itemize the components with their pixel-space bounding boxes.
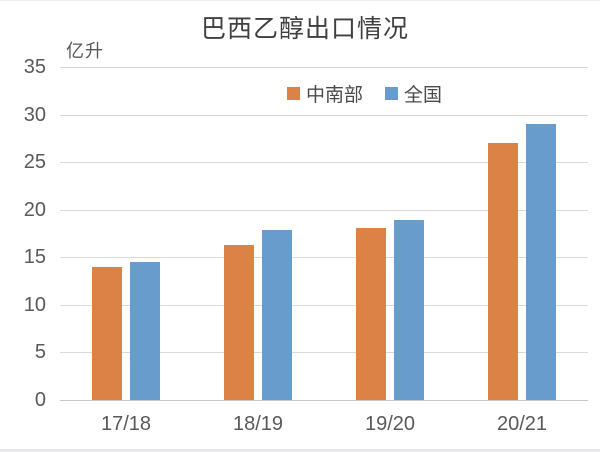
y-axis-tick-label: 25 xyxy=(23,151,46,174)
x-axis-tick-label: 20/21 xyxy=(496,413,548,435)
gridline xyxy=(60,352,588,354)
bar-central-south-18-19 xyxy=(224,244,254,400)
bar-central-south-19-20 xyxy=(356,227,386,400)
bar-national-17-18 xyxy=(130,262,160,400)
x-axis-line xyxy=(60,400,588,401)
bar-national-18-19 xyxy=(262,229,292,400)
legend-item-central-south: 中南部 xyxy=(287,80,363,107)
y-axis-tick-label: 20 xyxy=(23,198,46,221)
gridline xyxy=(60,304,588,306)
legend-item-national: 全国 xyxy=(385,80,442,107)
legend-swatch-central-south xyxy=(287,87,300,100)
x-axis-tick-label: 19/20 xyxy=(364,413,416,435)
legend-label-national: 全国 xyxy=(404,85,443,106)
x-axis-tick-label: 18/19 xyxy=(232,413,284,435)
legend-label-central-south: 中南部 xyxy=(306,85,364,106)
plot-area xyxy=(60,67,588,401)
bar-national-20-21 xyxy=(526,124,556,400)
legend-swatch-national xyxy=(385,87,399,100)
x-axis-tick-label: 17/18 xyxy=(100,413,152,435)
bar-national-19-20 xyxy=(394,220,424,400)
bar-central-south-20-21 xyxy=(488,143,518,400)
y-axis-tick-label: 35 xyxy=(23,56,46,78)
y-axis-tick-label: 15 xyxy=(23,246,46,269)
y-axis-tick-label: 30 xyxy=(23,103,46,126)
gridline xyxy=(60,67,588,68)
gridline xyxy=(60,209,588,211)
gridline xyxy=(60,162,588,164)
gridline xyxy=(60,114,588,116)
gridline xyxy=(60,257,588,259)
y-axis-tick-label: 5 xyxy=(34,341,46,364)
y-axis-unit-label: 亿升 xyxy=(66,41,104,61)
chart-title: 巴西乙醇出口情况 xyxy=(200,16,409,43)
chart-legend: 中南部 全国 xyxy=(287,80,442,107)
y-axis-tick-label: 0 xyxy=(34,389,46,411)
y-axis-tick-label: 10 xyxy=(23,293,46,316)
bar-central-south-17-18 xyxy=(92,266,122,400)
